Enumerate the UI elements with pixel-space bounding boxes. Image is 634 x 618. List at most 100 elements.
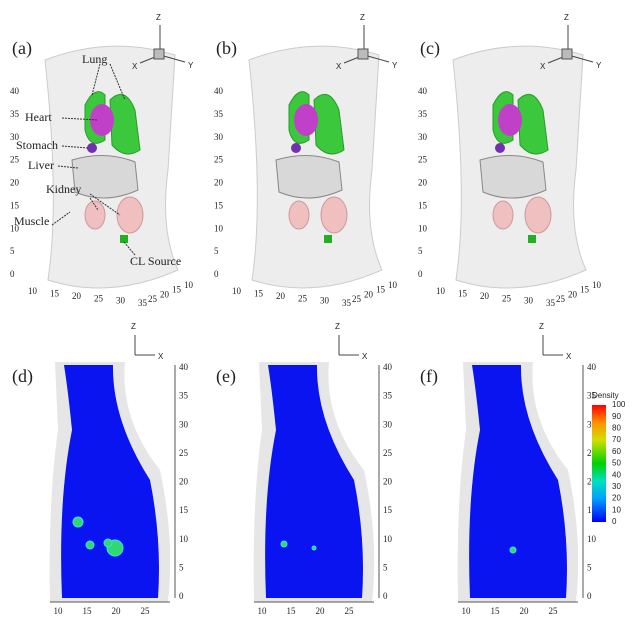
x-tick-label: 20	[276, 291, 286, 301]
x-tick-label: 15	[491, 606, 501, 616]
density-spot	[73, 517, 83, 527]
triad-label: Y	[392, 61, 398, 70]
panel-label: (d)	[12, 366, 33, 387]
triad-label: Y	[188, 61, 194, 70]
v-tick-label: 20	[418, 178, 428, 188]
panel-label: (e)	[216, 366, 236, 387]
density-spot	[312, 546, 316, 550]
colorbar-tick-label: 100	[612, 400, 626, 409]
x-tick-label: 20	[520, 606, 530, 616]
depth-tick-label: 15	[580, 285, 590, 295]
x-tick-label: 15	[458, 288, 468, 298]
v-tick-label: 25	[214, 155, 224, 165]
panel-3d: (c)ZXY0510152025303540101520253035252015…	[418, 13, 602, 308]
v-tick-label: 0	[214, 269, 219, 279]
depth-tick-label: 25	[556, 294, 566, 304]
cl-source	[528, 235, 536, 243]
density-body	[469, 365, 567, 598]
liver	[480, 155, 546, 198]
x-tick-label: 35	[138, 298, 148, 308]
kidney-left	[85, 201, 105, 229]
v-tick-label: 40	[179, 362, 189, 372]
annotation: CL Source	[130, 254, 181, 268]
x-tick-label: 30	[116, 296, 126, 306]
depth-tick-label: 10	[388, 280, 398, 290]
kidney-right	[321, 197, 347, 233]
annotation: Kidney	[46, 182, 81, 196]
panel-density: (d)ZX051015202530354010152025	[12, 322, 189, 616]
v-tick-label: 40	[587, 362, 597, 372]
x-tick-label: 25	[549, 606, 559, 616]
depth-tick-label: 20	[568, 289, 578, 299]
colorbar-tick-label: 20	[612, 494, 621, 503]
x-tick-label: 15	[254, 288, 264, 298]
stomach	[291, 143, 301, 153]
v-tick-label: 40	[214, 86, 224, 96]
x-tick-label: 10	[54, 606, 64, 616]
density-body	[61, 365, 159, 598]
annotation: Heart	[25, 110, 52, 124]
panel-label: (f)	[420, 366, 438, 387]
x-tick-label: 20	[480, 291, 490, 301]
annotation: Stomach	[16, 138, 58, 152]
v-tick-label: 5	[587, 562, 592, 572]
stomach	[87, 143, 97, 153]
x-tick-label: 10	[258, 606, 268, 616]
x-tick-label: 10	[232, 286, 242, 296]
x-tick-label: 25	[345, 606, 355, 616]
heart	[498, 104, 522, 136]
x-tick-label: 15	[83, 606, 93, 616]
triad-label: Z	[156, 13, 161, 22]
depth-tick-label: 20	[364, 289, 374, 299]
v-tick-label: 35	[214, 109, 224, 119]
v-tick-label: 35	[10, 109, 20, 119]
triad-label: X	[158, 352, 164, 361]
triad-label: X	[566, 352, 572, 361]
density-spot	[281, 541, 287, 547]
density-spot	[510, 547, 516, 553]
liver	[276, 155, 342, 198]
v-tick-label: 0	[10, 269, 15, 279]
figure: (a)ZXY0510152025303540101520253035252015…	[0, 0, 634, 618]
triad-box	[562, 49, 572, 59]
x-tick-label: 30	[320, 296, 330, 306]
x-tick-label: 35	[342, 298, 352, 308]
v-tick-label: 35	[179, 391, 189, 401]
v-tick-label: 5	[179, 562, 184, 572]
kidney-right	[525, 197, 551, 233]
x-tick-label: 20	[112, 606, 122, 616]
depth-tick-label: 15	[376, 285, 386, 295]
colorbar-tick-label: 0	[612, 517, 617, 526]
v-tick-label: 25	[10, 155, 20, 165]
v-tick-label: 20	[214, 178, 224, 188]
v-tick-label: 5	[10, 246, 15, 256]
triad-label: X	[336, 62, 342, 71]
annotation: Liver	[28, 158, 54, 172]
density-spot	[86, 541, 94, 549]
kidney-right	[117, 197, 143, 233]
depth-tick-label: 25	[148, 294, 158, 304]
v-tick-label: 30	[214, 132, 224, 142]
x-tick-label: 20	[316, 606, 326, 616]
x-tick-label: 25	[298, 293, 308, 303]
colorbar-tick-label: 80	[612, 424, 621, 433]
kidney-left	[289, 201, 309, 229]
v-tick-label: 20	[10, 178, 20, 188]
liver	[72, 155, 138, 198]
triad-label: Z	[360, 13, 365, 22]
v-tick-label: 25	[179, 448, 189, 458]
v-tick-label: 5	[418, 246, 423, 256]
v-tick-label: 25	[418, 155, 428, 165]
v-tick-label: 15	[179, 505, 189, 515]
v-tick-label: 0	[587, 591, 592, 601]
v-tick-label: 5	[383, 562, 388, 572]
triad-label: X	[540, 62, 546, 71]
v-tick-label: 40	[10, 86, 20, 96]
cl-source	[120, 235, 128, 243]
triad-label: Z	[131, 322, 136, 331]
v-tick-label: 35	[383, 391, 393, 401]
v-tick-label: 15	[10, 200, 20, 210]
x-tick-label: 10	[28, 286, 38, 296]
